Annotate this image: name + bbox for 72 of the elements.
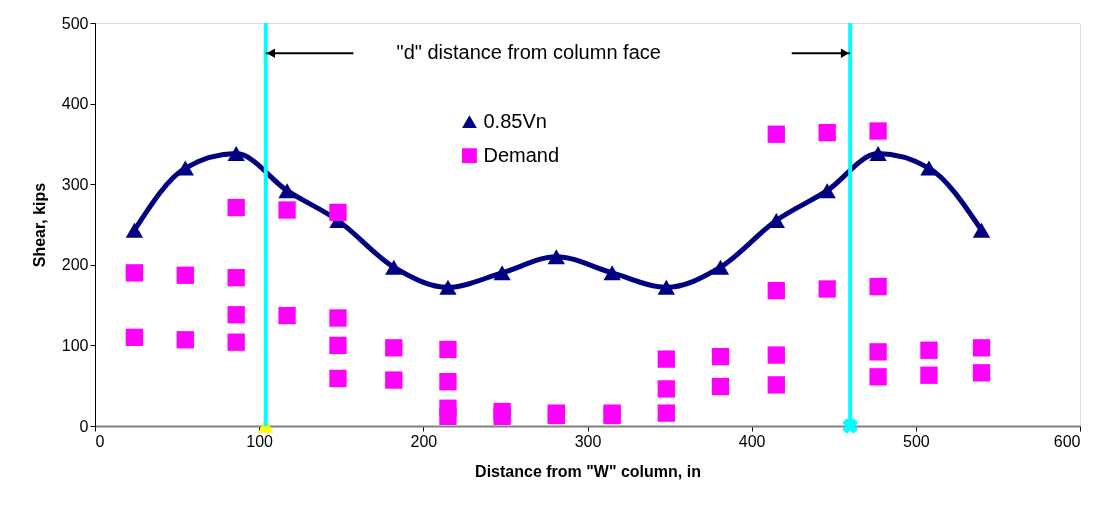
point <box>278 306 296 325</box>
point <box>125 328 144 346</box>
point <box>227 306 245 324</box>
point <box>818 123 836 142</box>
point <box>869 368 887 386</box>
point <box>547 249 565 265</box>
point <box>278 183 296 199</box>
point <box>711 377 730 396</box>
y-tick-label: 100 <box>61 336 89 354</box>
point <box>767 346 785 364</box>
point <box>869 122 887 140</box>
point <box>972 222 991 238</box>
point <box>385 339 403 357</box>
point <box>439 340 457 359</box>
point <box>227 333 245 351</box>
point <box>818 183 836 199</box>
point <box>439 407 457 425</box>
x-tick-label: 300 <box>574 432 602 450</box>
point <box>603 265 621 281</box>
point <box>767 376 785 394</box>
x-tick-label: 0 <box>95 432 105 450</box>
y-tick-label: 200 <box>61 256 89 274</box>
point <box>972 364 991 382</box>
point <box>818 280 836 298</box>
point <box>657 404 675 422</box>
legend-label: 0.85Vn <box>483 109 547 132</box>
point <box>227 146 245 162</box>
point <box>920 366 938 384</box>
point <box>385 371 403 389</box>
point <box>329 309 347 327</box>
point <box>176 331 194 349</box>
point <box>920 341 938 359</box>
point <box>869 277 887 296</box>
x-tick-label: 400 <box>738 432 766 450</box>
point <box>385 259 403 275</box>
point <box>493 265 511 281</box>
point <box>767 125 785 143</box>
point <box>711 259 730 275</box>
x-axis-title: Distance from "W" column, in <box>475 462 701 480</box>
y-axis-title: Shear, kips <box>30 182 48 268</box>
x-tick-label: 200 <box>410 432 438 450</box>
point <box>493 407 511 425</box>
x-tick-label: 100 <box>246 432 274 450</box>
point <box>657 350 675 368</box>
point <box>869 343 887 361</box>
point <box>278 201 296 219</box>
point <box>920 160 938 176</box>
x-tick-label: 500 <box>902 432 930 450</box>
point <box>439 279 457 295</box>
point <box>329 336 347 355</box>
point <box>869 146 887 162</box>
point <box>842 418 858 434</box>
point <box>657 380 675 398</box>
point <box>125 222 144 238</box>
point <box>227 198 245 217</box>
point <box>439 373 457 391</box>
y-tick-label: 500 <box>61 14 89 32</box>
point <box>329 203 347 222</box>
point <box>329 369 347 388</box>
point <box>176 266 194 284</box>
point <box>972 339 991 357</box>
y-tick-label: 0 <box>79 417 89 435</box>
y-tick-label: 400 <box>61 95 89 113</box>
annotation: "d" distance from column face <box>396 41 661 64</box>
point <box>227 269 245 287</box>
point <box>711 348 730 366</box>
point <box>657 279 675 295</box>
point <box>767 281 785 300</box>
x-tick-label: 600 <box>1053 432 1081 450</box>
y-tick-label: 300 <box>61 175 89 193</box>
point <box>125 264 144 282</box>
legend-label: Demand <box>483 143 560 166</box>
